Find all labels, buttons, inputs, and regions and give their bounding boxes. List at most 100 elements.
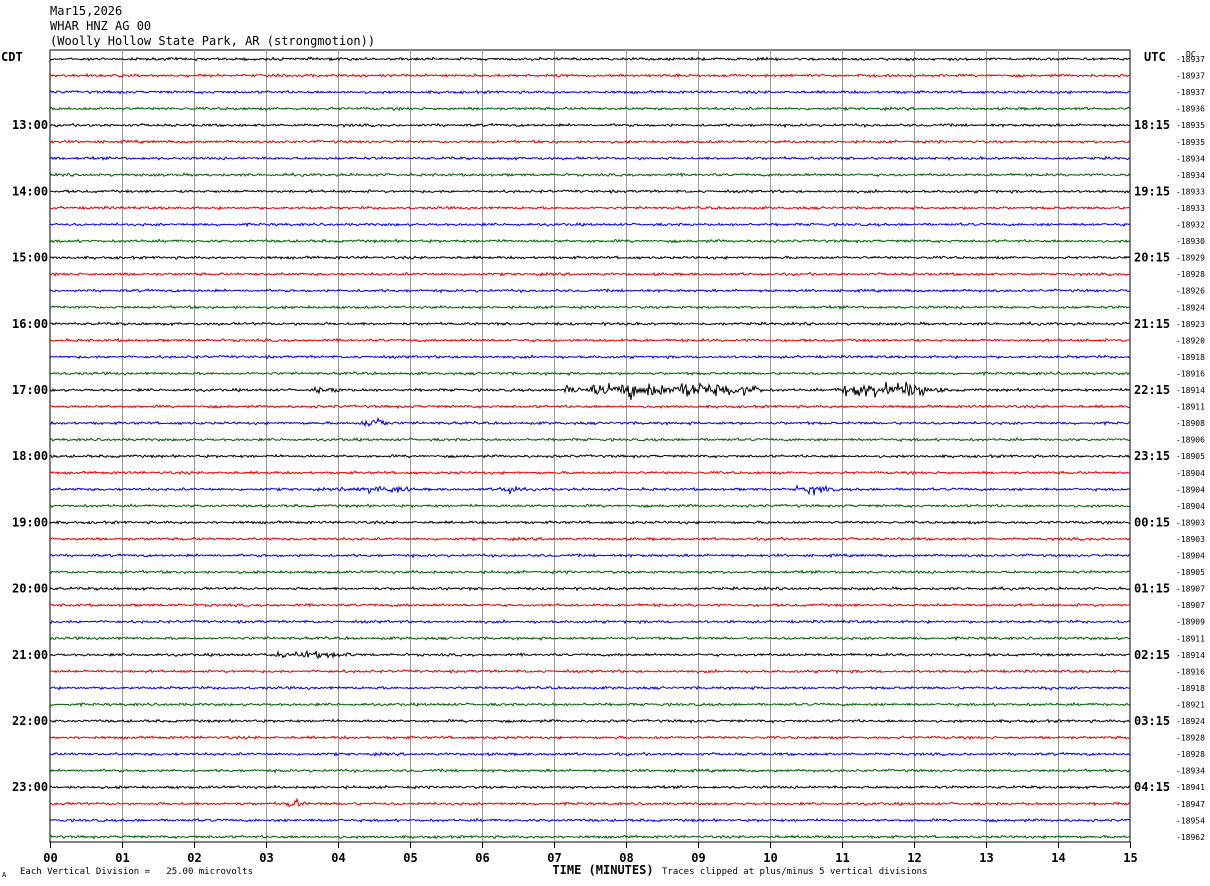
dc-offset-label: -18918: [1176, 353, 1205, 362]
trace-row: [49, 56, 1131, 62]
x-axis-label: TIME (MINUTES): [552, 863, 653, 877]
dc-offset-label: -18921: [1176, 700, 1205, 709]
trace-row: [49, 470, 1131, 476]
right-timezone: UTC: [1144, 50, 1166, 64]
right-hour-label: 03:15: [1134, 714, 1170, 728]
trace-row: [49, 238, 1131, 244]
right-hour-label: 00:15: [1134, 515, 1170, 529]
trace-row: [49, 569, 1131, 575]
dc-offset-label: -18937: [1176, 55, 1205, 64]
trace-row: [49, 188, 1131, 195]
left-hour-label: 14:00: [12, 184, 48, 198]
dc-offset-label: -18914: [1176, 651, 1205, 660]
trace-row: [49, 72, 1131, 79]
trace-row: [49, 437, 1131, 443]
x-tick-label: 04: [331, 851, 345, 865]
dc-offset-label: -18929: [1176, 254, 1205, 263]
x-tick-label: 09: [691, 851, 705, 865]
dc-offset-label: -18904: [1176, 469, 1205, 478]
dc-offset-label: -18911: [1176, 403, 1205, 412]
right-hour-label: 22:15: [1134, 383, 1170, 397]
dc-offset-label: -18923: [1176, 320, 1205, 329]
trace-row: [49, 381, 1131, 400]
x-tick-label: 14: [1051, 851, 1065, 865]
trace-row: [49, 552, 1131, 559]
trace-row: [49, 370, 1131, 377]
dc-offset-label: -18928: [1176, 270, 1205, 279]
x-tick-label: 05: [403, 851, 417, 865]
trace-row: [49, 817, 1131, 823]
left-hour-label: 21:00: [12, 648, 48, 662]
trace-row: [49, 404, 1131, 410]
x-tick-label: 02: [187, 851, 201, 865]
dc-offset-label: -18933: [1176, 187, 1205, 196]
dc-offset-label: -18916: [1176, 369, 1205, 378]
dc-offset-label: -18935: [1176, 138, 1205, 147]
trace-row: [49, 222, 1131, 228]
trace-row: [49, 585, 1131, 592]
dc-offset-label: -18914: [1176, 386, 1205, 395]
right-hour-label: 02:15: [1134, 648, 1170, 662]
right-hour-label: 19:15: [1134, 184, 1170, 198]
trace-row: [49, 718, 1131, 724]
trace-row: [49, 271, 1131, 277]
dc-offset-label: -18936: [1176, 105, 1205, 114]
dc-header: DC: [1186, 50, 1196, 59]
trace-row: [49, 304, 1131, 310]
x-tick-label: 07: [547, 851, 561, 865]
left-hour-label: 18:00: [12, 449, 48, 463]
trace-row: [49, 320, 1131, 327]
corner-mark: A: [2, 871, 7, 879]
x-tick-label: 00: [43, 851, 57, 865]
dc-offset-label: -18920: [1176, 336, 1205, 345]
left-hour-label: 16:00: [12, 317, 48, 331]
dc-offset-label: -18962: [1176, 833, 1205, 842]
dc-offset-label: -18924: [1176, 717, 1205, 726]
x-tick-label: 03: [259, 851, 273, 865]
trace-row: [49, 668, 1131, 675]
dc-offset-label: -18954: [1176, 816, 1205, 825]
chart-date: Mar15,2026: [50, 4, 123, 18]
dc-offset-label: -18928: [1176, 750, 1205, 759]
left-hour-label: 17:00: [12, 383, 48, 397]
x-tick-label: 15: [1123, 851, 1137, 865]
x-tick-label: 06: [475, 851, 489, 865]
x-tick-label: 01: [115, 851, 129, 865]
dc-offset-label: -18934: [1176, 171, 1205, 180]
dc-offset-label: -18905: [1176, 568, 1205, 577]
dc-offset-label: -18934: [1176, 154, 1205, 163]
dc-offset-label: -18909: [1176, 618, 1205, 627]
trace-row: [49, 205, 1131, 211]
scale-note: Each Vertical Division = 25.00 microvolt…: [20, 867, 253, 877]
dc-offset-label: -18904: [1176, 502, 1205, 511]
trace-row: [49, 519, 1131, 526]
x-tick-label: 10: [763, 851, 777, 865]
trace-row: [49, 354, 1131, 360]
trace-row: [49, 797, 1131, 808]
dc-offset-label: -18928: [1176, 734, 1205, 743]
dc-offset-label: -18907: [1176, 601, 1205, 610]
trace-row: [49, 89, 1131, 95]
right-hour-label: 20:15: [1134, 251, 1170, 265]
trace-row: [49, 105, 1131, 112]
trace-row: [49, 255, 1131, 261]
dc-offset-label: -18926: [1176, 287, 1205, 296]
right-hour-label: 21:15: [1134, 317, 1170, 331]
trace-row: [49, 503, 1131, 509]
left-hour-label: 15:00: [12, 251, 48, 265]
dc-offset-label: -18906: [1176, 436, 1205, 445]
dc-offset-label: -18904: [1176, 485, 1205, 494]
left-hour-label: 20:00: [12, 582, 48, 596]
trace-row: [49, 602, 1131, 608]
right-hour-label: 18:15: [1134, 118, 1170, 132]
traces: [49, 56, 1131, 840]
dc-offset-label: -18937: [1176, 72, 1205, 81]
trace-row: [49, 172, 1131, 178]
trace-row: [49, 685, 1131, 691]
dc-offset-label: -18916: [1176, 667, 1205, 676]
trace-row: [49, 635, 1131, 642]
trace-row: [49, 784, 1131, 790]
dc-offset-label: -18903: [1176, 518, 1205, 527]
dc-offset-label: -18903: [1176, 535, 1205, 544]
